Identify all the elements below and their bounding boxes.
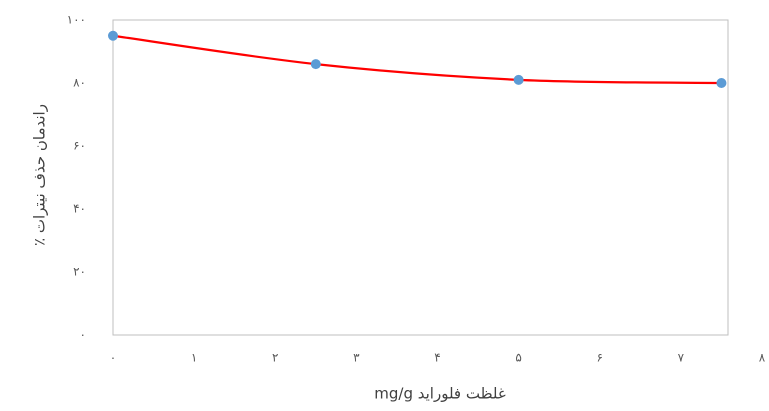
x-tick-label: ۶ xyxy=(597,351,603,365)
y-tick-label: ۲۰ xyxy=(73,265,86,279)
data-point xyxy=(108,30,118,41)
x-axis-title: غلظت فلوراید mg/g xyxy=(374,385,506,403)
x-tick-label: ۸ xyxy=(759,351,766,365)
data-point xyxy=(716,78,727,88)
y-tick-label: ۴۰ xyxy=(73,202,86,216)
y-tick-label: ۱۰۰ xyxy=(67,13,86,27)
y-tick-label: ۶۰ xyxy=(73,139,86,153)
x-tick-label: ۷ xyxy=(678,351,685,365)
y-tick-label: ۸۰ xyxy=(73,76,86,90)
data-point xyxy=(310,59,321,70)
x-tick-label: ۱ xyxy=(191,351,197,365)
y-axis-title: راندمان حذف نیترات ٪ xyxy=(31,104,49,246)
x-tick-label: ۵ xyxy=(515,351,521,365)
plot-area xyxy=(112,19,729,336)
x-tick-label: ۳ xyxy=(353,351,360,365)
y-tick-label: ۰ xyxy=(80,328,86,342)
data-point xyxy=(513,74,524,85)
x-tick-label: ۴ xyxy=(434,351,440,365)
series-line xyxy=(112,34,722,85)
x-tick-label: ۲ xyxy=(272,351,278,365)
x-tick-label: ۰ xyxy=(110,351,116,365)
